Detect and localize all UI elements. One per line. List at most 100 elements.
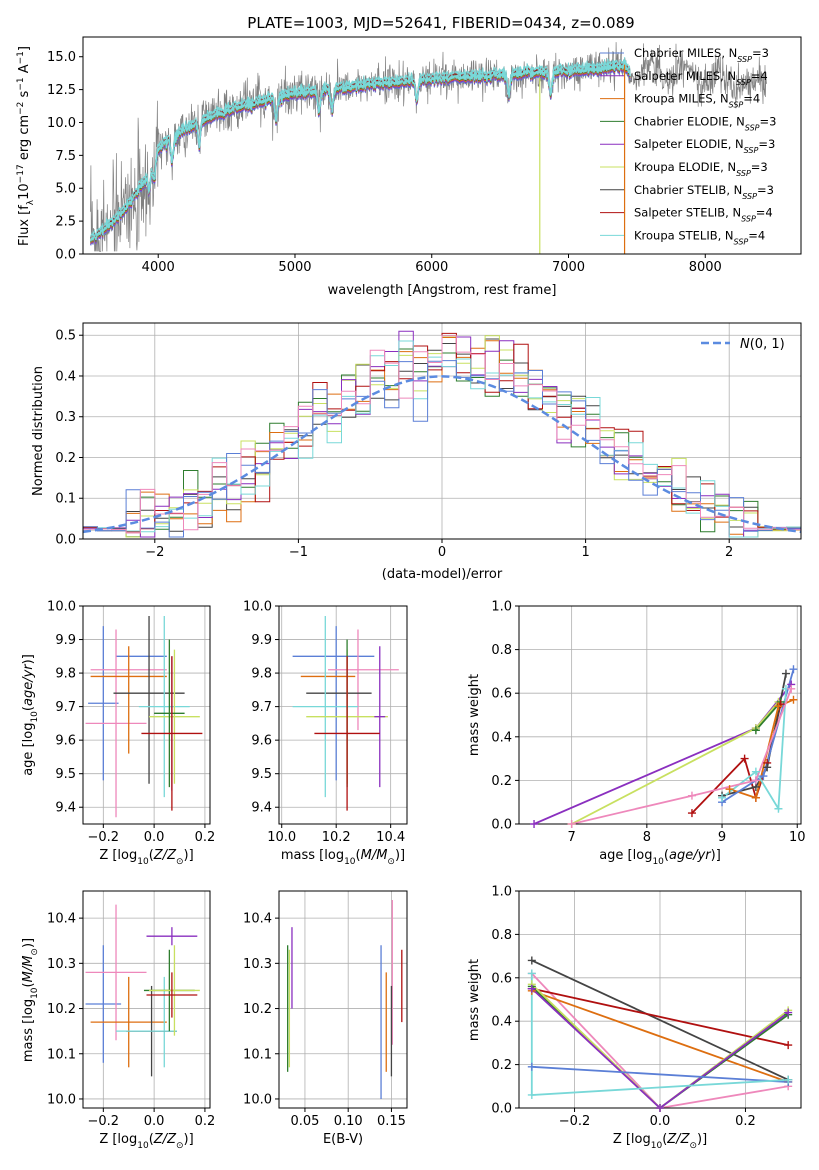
legend-sub: SSP — [745, 123, 760, 132]
x-axis-label: E(B-V) — [323, 1132, 363, 1147]
label-part: mass [log — [21, 999, 36, 1062]
x-tick-label: −0.2 — [88, 1114, 120, 1129]
legend-sub: SSP — [734, 237, 749, 246]
label-part: ( — [356, 848, 361, 863]
label-part: 10 — [17, 183, 32, 200]
x-tick-label: −0.2 — [559, 1114, 591, 1129]
label-part: 10 — [344, 857, 356, 867]
legend-sub: SSP — [729, 100, 744, 109]
label-part: Z/Z — [666, 1132, 690, 1147]
plot-area — [85, 904, 200, 1077]
label-part: ( — [662, 1132, 667, 1147]
x-axis-label: (data-model)/error — [382, 567, 503, 582]
y-tick-label: 10.3 — [243, 957, 272, 972]
panels: 4000 5000 6000 7000 80000.02.55.07.510.012.5… — [16, 36, 806, 1151]
plot-area — [83, 330, 801, 538]
y-tick-label: 9.8 — [251, 667, 272, 682]
weight-marker — [751, 776, 760, 785]
y-tick-label: 9.6 — [251, 734, 272, 749]
plot-area — [530, 959, 789, 1108]
label-part: )] — [184, 1132, 194, 1147]
label-part: age/yr — [669, 848, 712, 863]
legend-label: Salpeter MILES, NSSP=4 — [634, 69, 768, 87]
label-part: −17 — [16, 164, 26, 183]
legend-sub: SSP — [737, 55, 752, 64]
y-tick-label: 0.5 — [55, 329, 76, 344]
y-tick-label: 0.2 — [55, 451, 76, 466]
legend-text: (0, 1) — [750, 337, 785, 352]
label-part: ] — [17, 46, 32, 51]
legend-suffix: =3 — [758, 137, 775, 151]
figure-title: PLATE=1003, MJD=52641, FIBERID=0434, z=0… — [247, 14, 634, 32]
label-part: E(B-V) — [323, 1132, 363, 1147]
weight-marker — [751, 767, 760, 776]
weight-marker — [527, 984, 536, 993]
weight-marker — [784, 1075, 793, 1084]
y-tick-label: 10.2 — [243, 1002, 272, 1017]
weight-marker — [725, 785, 734, 794]
label-part: −1 — [16, 77, 26, 90]
y-tick-label: 2.5 — [55, 215, 76, 230]
y-tick-label: 9.8 — [55, 667, 76, 682]
legend-label: Kroupa MILES, NSSP=4 — [634, 92, 760, 110]
axes-frame — [518, 605, 802, 825]
y-tick-label: 0.8 — [491, 928, 512, 943]
y-axis-label: mass weight — [467, 674, 482, 756]
axes-frame — [82, 605, 211, 825]
weight-marker — [784, 1041, 793, 1050]
label-part: 10 — [651, 1141, 663, 1151]
weight-series — [531, 972, 789, 1108]
y-tick-label: 0.8 — [491, 643, 512, 658]
x-axis-label: mass [log10(M/M⊙)] — [281, 848, 405, 867]
weight-series — [531, 987, 789, 1108]
weight-series — [721, 673, 787, 797]
y-tick-label: 0.3 — [55, 410, 76, 425]
legend-label: Chabrier STELIB, NSSP=3 — [634, 183, 774, 201]
y-tick-label: 0.2 — [491, 1058, 512, 1073]
label-part: M/M — [21, 956, 36, 983]
legend-text: N — [740, 337, 750, 352]
y-tick-label: 9.9 — [251, 633, 272, 648]
y-tick-label: 0.4 — [55, 369, 76, 384]
label-part: ( — [664, 848, 669, 863]
weight-marker — [527, 1062, 536, 1071]
y-tick-label: 9.7 — [251, 700, 272, 715]
x-tick-label: 10 — [789, 830, 806, 845]
legend-label: Chabrier MILES, NSSP=3 — [634, 46, 769, 64]
legend-sub: SSP — [742, 191, 757, 200]
legend-suffix: =3 — [751, 160, 768, 174]
weight-marker — [687, 809, 696, 818]
y-tick-label: 0.4 — [491, 730, 512, 745]
x-tick-label: 10.4 — [376, 830, 405, 845]
label-part: mass [log — [281, 848, 344, 863]
legend-label: Kroupa ELODIE, NSSP=3 — [634, 160, 768, 178]
y-tick-label: 10.0 — [243, 600, 272, 615]
x-tick-label: 7000 — [552, 260, 585, 275]
weight-series — [531, 989, 789, 1083]
label-part: )] — [21, 938, 36, 948]
y-tick-label: 10.0 — [243, 1092, 272, 1107]
model-spectrum-top — [89, 61, 631, 242]
legend-text: Salpeter MILES, N — [634, 69, 736, 83]
weight-marker — [527, 969, 536, 978]
label-part: Z/Z — [153, 848, 177, 863]
weight-marker — [530, 820, 539, 828]
y-tick-label: 9.4 — [251, 801, 272, 816]
weight-marker — [718, 793, 727, 802]
x-tick-label: 0.15 — [377, 1114, 406, 1129]
label-part: age [log — [21, 723, 36, 776]
label-part: ( — [149, 1132, 154, 1147]
legend-sub: SSP — [736, 169, 751, 178]
legend-suffix: =4 — [751, 69, 768, 83]
label-part: )] — [697, 1132, 707, 1147]
label-part: −2 — [16, 102, 26, 115]
x-axis-label: wavelength [Angstrom, rest frame] — [328, 283, 557, 298]
weight-marker — [759, 772, 768, 781]
label-part: )] — [395, 848, 405, 863]
axes-frame — [278, 890, 408, 1109]
legend-text: Chabrier ELODIE, N — [634, 114, 745, 128]
y-tick-label: 0.0 — [55, 248, 76, 263]
label-part: Z [log — [613, 1132, 651, 1147]
